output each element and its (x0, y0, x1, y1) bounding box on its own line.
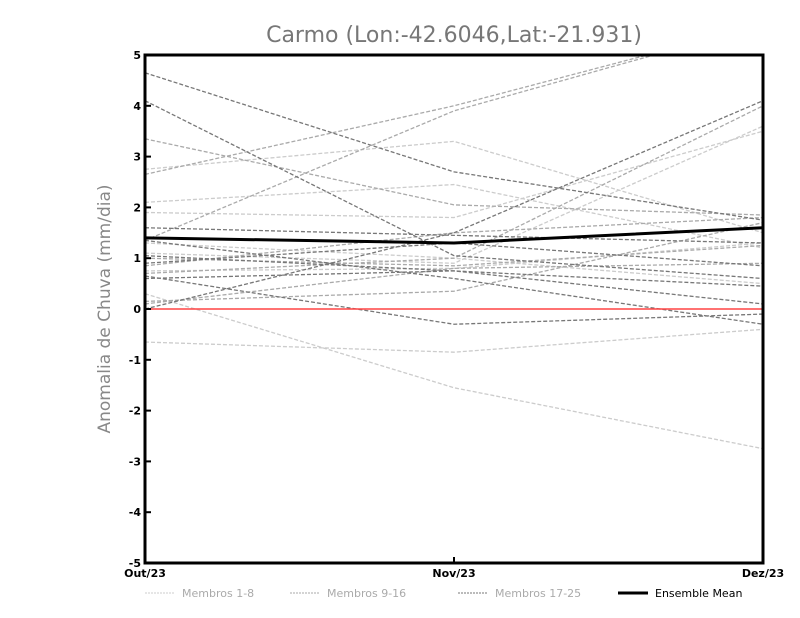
member-line-22 (145, 275, 763, 325)
legend-label: Membros 9-16 (327, 587, 406, 600)
legend: Membros 1-8 Membros 9-16 Membros 17-25 Ense… (145, 587, 742, 600)
y-tick-label: -1 (129, 354, 141, 367)
member-line-3 (145, 130, 763, 219)
y-tick-label: 1 (133, 252, 141, 265)
y-tick-label: 0 (133, 303, 141, 316)
member-line-12 (145, 222, 763, 303)
member-line-9 (145, 55, 650, 176)
x-tick-label: Dez/23 (742, 567, 784, 580)
y-tick-label: 5 (133, 49, 141, 62)
y-tick-label: -4 (129, 506, 142, 519)
member-line-25 (145, 270, 763, 305)
y-tick-label: -5 (129, 557, 141, 570)
x-tick-label: Out/23 (124, 567, 166, 580)
member-line-13 (145, 105, 763, 275)
member-line-20 (145, 239, 763, 325)
chart-title: Carmo (Lon:-42.6046,Lat:-21.931) (266, 23, 642, 48)
member-line-10 (145, 55, 657, 242)
member-line-1 (145, 140, 763, 234)
member-line-15 (145, 216, 763, 267)
member-line-18 (145, 100, 763, 280)
member-line-17 (145, 72, 763, 221)
y-tick-label: 2 (133, 201, 141, 214)
member-lines (145, 55, 763, 450)
y-tick-label: 4 (133, 100, 141, 113)
member-line-5 (145, 328, 763, 353)
member-line-7 (145, 242, 763, 272)
legend-label: Ensemble Mean (655, 587, 742, 600)
y-axis-label: Anomalia de Chuva (mm/dia) (95, 184, 115, 433)
legend-label: Membros 1-8 (182, 587, 254, 600)
y-ticks: -5 -4 -3 -2 -1 0 1 2 3 4 5 (129, 49, 151, 570)
ensemble-mean-line (144, 226, 764, 245)
member-line-19 (145, 227, 763, 244)
member-line-21 (145, 100, 763, 310)
y-tick-label: 3 (133, 151, 141, 164)
x-tick-label: Nov/23 (432, 567, 475, 580)
member-line-11 (145, 138, 763, 216)
y-tick-label: -3 (129, 455, 141, 468)
y-tick-label: -2 (129, 405, 141, 418)
x-ticks: Out/23 Nov/23 Dez/23 (124, 557, 784, 580)
member-line-2 (145, 183, 763, 249)
member-line-24 (145, 242, 763, 267)
legend-label: Membros 17-25 (495, 587, 581, 600)
